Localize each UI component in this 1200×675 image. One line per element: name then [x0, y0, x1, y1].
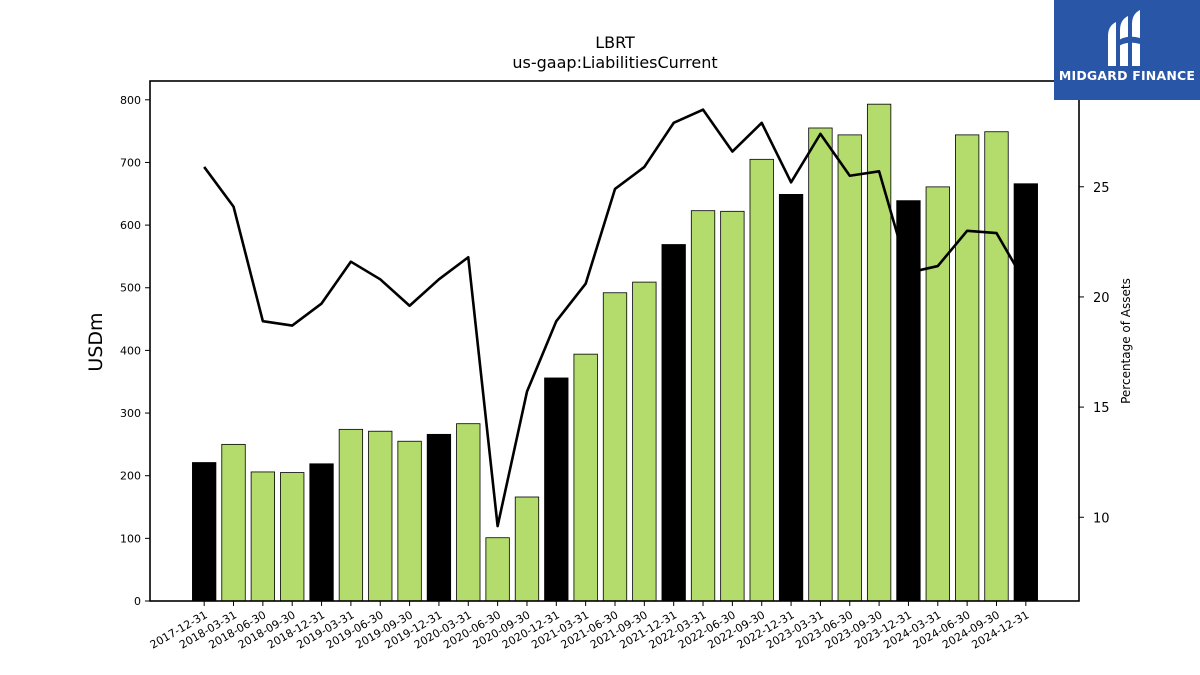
bar [514, 496, 540, 602]
bar [338, 428, 364, 602]
y2-tick-label: 25 [1093, 181, 1110, 196]
bar [280, 472, 305, 602]
plot-frame [149, 80, 1080, 602]
bar [426, 433, 452, 602]
bar [778, 193, 804, 602]
logo-text: MIDGARD FINANCE [1058, 68, 1196, 83]
bar [720, 210, 745, 602]
bar [808, 127, 833, 602]
bar [397, 440, 422, 602]
bar [309, 463, 334, 602]
y-tick-label: 600 [120, 219, 141, 232]
bar [573, 353, 598, 602]
y-tick-label: 100 [120, 532, 141, 545]
midgard-logo-icon [1108, 10, 1140, 66]
y-tick-label: 700 [120, 156, 141, 169]
bar [955, 134, 980, 602]
y-tick-label: 400 [120, 344, 141, 357]
bar [632, 281, 657, 602]
y2-tick-label: 20 [1093, 291, 1110, 306]
bar [192, 462, 217, 602]
y-tick-label: 800 [120, 94, 141, 107]
line-path [203, 108, 1027, 528]
bar [221, 443, 246, 602]
y-tick-label: 500 [120, 282, 141, 295]
bar [896, 200, 921, 602]
bar [485, 537, 510, 602]
bar [1013, 183, 1038, 602]
chart-title: LBRT [595, 33, 635, 52]
chart-subtitle: us-gaap:LiabilitiesCurrent [512, 53, 717, 72]
y-tick-label: 200 [120, 470, 141, 483]
bar [749, 158, 774, 602]
y-tick-label: 300 [120, 407, 141, 420]
bar [602, 292, 628, 602]
y-axis-label: USDm [85, 312, 107, 371]
y2-axis-label: Percentage of Assets [1119, 278, 1133, 404]
bar [925, 186, 950, 602]
bar [690, 210, 716, 602]
bar [984, 131, 1009, 602]
bar-series [192, 103, 1038, 602]
y2-tick-label: 15 [1093, 401, 1110, 416]
brand-logo: MIDGARD FINANCE [1054, 0, 1200, 100]
bar [866, 103, 892, 602]
line-series [203, 108, 1027, 528]
y2-tick-label: 10 [1093, 511, 1110, 526]
y-tick-label: 0 [134, 595, 141, 608]
bar [837, 134, 862, 602]
bar [661, 244, 686, 602]
bar [544, 377, 569, 602]
bar [456, 423, 481, 602]
bar [368, 430, 393, 602]
bar [250, 471, 275, 602]
